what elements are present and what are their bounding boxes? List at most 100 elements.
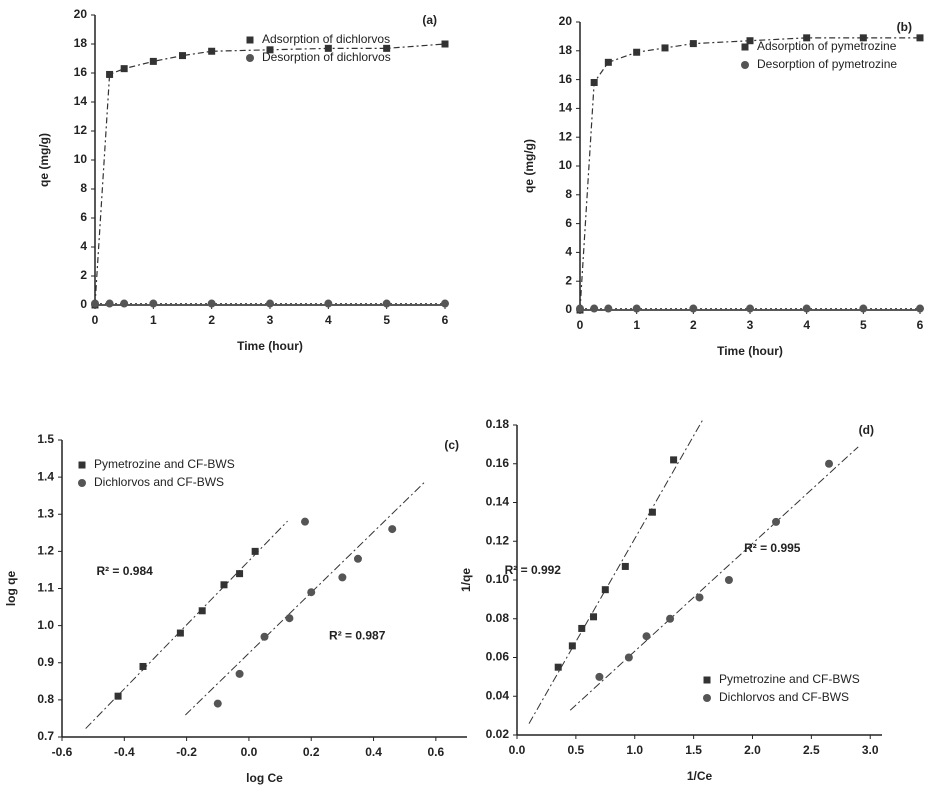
legend-label: Adsorption of dichlorvos: [262, 32, 390, 46]
marker: [666, 614, 675, 623]
y-tick-label: 0.02: [486, 727, 510, 741]
y-tick-label: 4: [565, 245, 572, 259]
x-tick-label: -0.2: [176, 745, 197, 759]
marker: [114, 692, 122, 700]
y-tick-label: 0.18: [486, 417, 510, 431]
marker: [595, 672, 604, 681]
y-tick-label: 0: [565, 302, 572, 316]
legend-label: Dichlorvos and CF-BWS: [719, 690, 849, 704]
y-axis-label: qe (mg/g): [37, 133, 51, 187]
marker: [235, 669, 244, 678]
marker: [621, 562, 629, 570]
series-line: [94, 43, 446, 306]
x-tick-label: 3.0: [862, 743, 879, 757]
marker: [568, 642, 576, 650]
y-tick-label: 8: [80, 181, 87, 195]
legend-marker: [246, 54, 254, 62]
marker: [916, 34, 924, 42]
marker: [689, 40, 697, 48]
marker: [213, 699, 222, 708]
marker: [285, 614, 294, 623]
x-tick-label: 1: [633, 318, 640, 332]
y-tick-label: 2: [80, 268, 87, 282]
marker: [633, 48, 641, 56]
x-tick-label: 2: [208, 313, 215, 327]
marker: [207, 299, 216, 308]
marker: [825, 459, 834, 468]
x-tick-label: 5: [383, 313, 390, 327]
marker: [106, 70, 114, 78]
marker: [266, 46, 274, 54]
y-tick-label: 0.14: [486, 495, 510, 509]
y-tick-label: 20: [74, 7, 88, 21]
fit-line: [569, 446, 859, 711]
x-tick-label: 1: [150, 313, 157, 327]
y-tick-label: 0.8: [37, 692, 54, 706]
x-tick-label: 0.0: [509, 743, 526, 757]
y-tick-label: 10: [559, 158, 573, 172]
x-tick-label: 0.2: [303, 745, 320, 759]
y-tick-label: 16: [559, 72, 573, 86]
y-tick-label: 0: [80, 297, 87, 311]
y-tick-label: 8: [565, 187, 572, 201]
x-axis-label: Time (hour): [717, 344, 783, 358]
marker: [251, 547, 259, 555]
x-tick-label: 4: [803, 318, 810, 332]
y-tick-label: 14: [74, 94, 88, 108]
x-tick-label: 3: [747, 318, 754, 332]
x-tick-label: 0.6: [428, 745, 445, 759]
marker: [149, 299, 158, 308]
marker: [236, 570, 244, 578]
y-tick-label: 1.5: [37, 432, 54, 446]
marker: [338, 573, 347, 582]
y-tick-label: 1.4: [37, 469, 54, 483]
marker: [624, 653, 633, 662]
chart-title: (a): [422, 13, 437, 27]
marker: [176, 629, 184, 637]
marker: [802, 304, 811, 313]
marker: [590, 613, 598, 621]
y-tick-label: 6: [80, 210, 87, 224]
y-tick-label: 20: [559, 14, 573, 28]
y-axis-label: qe (mg/g): [522, 139, 536, 193]
y-tick-label: 0.08: [486, 611, 510, 625]
y-tick-label: 0.16: [486, 456, 510, 470]
marker: [120, 65, 128, 73]
y-tick-label: 0.9: [37, 655, 54, 669]
x-tick-label: 1.0: [626, 743, 643, 757]
legend-marker: [741, 61, 749, 69]
legend-marker: [703, 676, 711, 684]
marker: [604, 304, 613, 313]
x-tick-label: 5: [860, 318, 867, 332]
y-tick-label: 4: [80, 239, 87, 253]
y-axis-label: log qe: [4, 571, 18, 607]
x-tick-label: 6: [442, 313, 449, 327]
x-tick-label: 1.5: [685, 743, 702, 757]
marker: [746, 304, 754, 313]
annotation: R² = 0.984: [96, 564, 153, 578]
marker: [724, 576, 733, 584]
y-tick-label: 2: [565, 273, 572, 287]
y-tick-label: 6: [565, 216, 572, 230]
marker: [220, 581, 228, 589]
y-tick-label: 0.12: [486, 533, 510, 547]
y-tick-label: 12: [74, 123, 88, 137]
marker: [324, 299, 333, 308]
marker: [383, 44, 391, 52]
legend-label: Pymetrozine and CF-BWS: [719, 672, 860, 686]
x-tick-label: 4: [325, 313, 332, 327]
legend-marker: [78, 479, 86, 487]
marker: [441, 40, 449, 48]
x-axis-label: 1/Ce: [687, 769, 713, 783]
marker: [632, 304, 641, 313]
x-tick-label: 0: [577, 318, 584, 332]
marker: [208, 47, 216, 55]
fit-line: [185, 481, 425, 716]
y-axis-label: 1/qe: [459, 568, 473, 592]
marker: [324, 44, 332, 52]
marker: [388, 525, 397, 534]
fit-line: [528, 419, 704, 724]
chart-title: (c): [444, 438, 459, 452]
marker: [590, 304, 599, 313]
